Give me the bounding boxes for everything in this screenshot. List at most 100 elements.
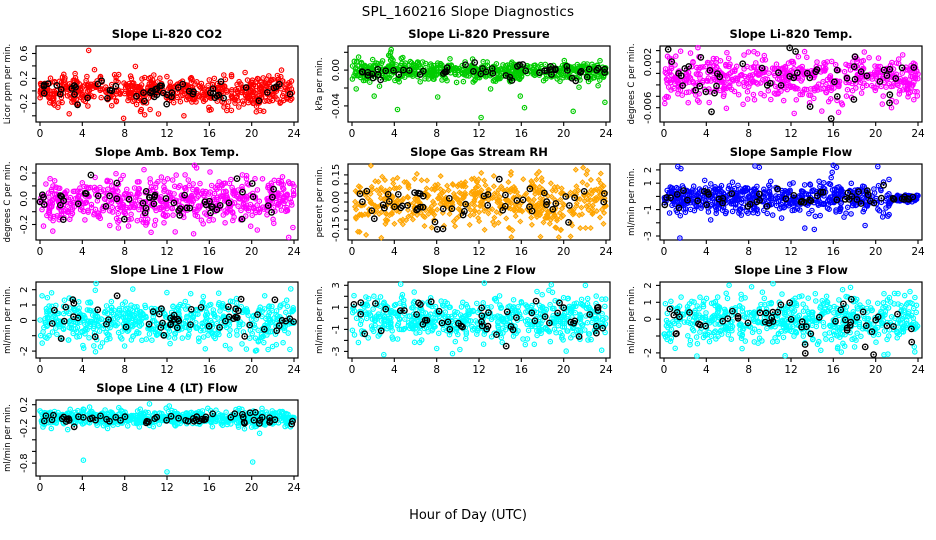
empty-cell [624, 380, 936, 498]
panel-title: Slope Amb. Box Temp. [94, 145, 240, 159]
x-tick-label: 4 [391, 246, 398, 258]
y-axis-label: percent per min. [315, 167, 325, 238]
overlay-points [36, 171, 277, 223]
x-tick-label: 4 [79, 482, 86, 494]
overlay-points [48, 292, 297, 342]
x-tick-label: 24 [911, 246, 925, 258]
x-tick-label: 24 [599, 246, 613, 258]
y-axis-label: kPa per min. [315, 57, 325, 110]
x-tick-label: 0 [349, 128, 356, 140]
x-tick-label: 20 [869, 128, 882, 140]
y-tick-label: -0.15 [331, 216, 342, 242]
panel-slope-gas-stream-rh: Slope Gas Stream RH 0 4 8 12 16 20 24 0.15 0.00 -0… [312, 144, 624, 262]
panel-title: Slope Line 1 Flow [110, 263, 224, 277]
x-tick-label: 4 [79, 128, 86, 140]
y-tick-label: -2 [643, 348, 654, 358]
panel-slope-sample-flow: Slope Sample Flow 0 4 8 12 16 20 24 2 1 -1 -3 ml/min… [624, 144, 936, 262]
panel-title: Slope Li-820 CO2 [111, 27, 223, 41]
x-tick-label: 16 [515, 364, 529, 376]
overlay-points [666, 295, 916, 359]
x-tick-label: 16 [827, 128, 841, 140]
y-axis-label: ml/min per min. [315, 286, 325, 354]
panel-slope-amb-box-temp: Slope Amb. Box Temp. 0 4 8 12 16 20 24 0.2 0.0 -0.… [0, 144, 312, 262]
scatter-plot-slope-li-820-pressure: 0 4 8 12 16 20 24 0.00 -0.04 kPa per min. [315, 45, 613, 140]
y-tick-label: 3 [331, 282, 342, 288]
scatter-plot-slope-gas-stream-rh: 0 4 8 12 16 20 24 0.15 0.00 -0.15 percent per min. [315, 162, 613, 258]
scatter-points [38, 162, 297, 241]
x-tick-label: 24 [911, 128, 925, 140]
x-tick-label: 8 [745, 364, 752, 376]
x-tick-label: 4 [391, 128, 398, 140]
panel-slope-li-820-co2: Slope Li-820 CO2 0 4 8 12 16 20 24 0.6 0.2 -0.2 Lic… [0, 26, 312, 144]
x-tick-label: 8 [745, 128, 752, 140]
y-axis-label: ml/min per min. [627, 286, 637, 354]
x-tick-label: 8 [745, 246, 752, 258]
panel-title: Slope Line 3 Flow [734, 263, 848, 277]
scatter-plot-slope-sample-flow: 0 4 8 12 16 20 24 2 1 -1 -3 ml/min per min. [627, 162, 925, 258]
x-tick-label: 20 [869, 246, 882, 258]
scatter-plot-slope-line-2-flow: 0 4 8 12 16 20 24 3 1 -1 -3 ml/min per min. [315, 280, 613, 376]
x-tick-label: 4 [79, 246, 86, 258]
x-tick-label: 12 [160, 364, 173, 376]
x-tick-label: 20 [245, 246, 258, 258]
scatter-plot-slope-line-4-lt-flow: 0 4 8 12 16 20 24 0.2 -0.2 -0.8 ml/min per min. [3, 397, 301, 494]
x-tick-label: 12 [784, 364, 797, 376]
y-tick-label: 1 [331, 304, 342, 310]
y-tick-label: -0.8 [19, 453, 30, 473]
y-axis-label: ml/min per min. [3, 286, 13, 354]
panel-title: Slope Gas Stream RH [410, 145, 548, 159]
y-axis-label: degrees C per min. [3, 161, 13, 242]
panel-slope-li-820-pressure: Slope Li-820 Pressure 0 4 8 12 16 20 24 0.00 -0.0… [312, 26, 624, 144]
y-tick-label: -1 [643, 205, 654, 215]
x-tick-label: 20 [869, 364, 882, 376]
scatter-plot-slope-li-820-temp: 0 4 8 12 16 20 24 0.002 -0.006 degrees C per min. [627, 43, 925, 140]
x-axis-label: Hour of Day (UTC) [409, 508, 527, 523]
x-tick-label: 24 [599, 364, 613, 376]
panel-title: Slope Li-820 Pressure [408, 27, 550, 41]
x-tick-label: 0 [37, 128, 44, 140]
panel-title: Slope Sample Flow [729, 145, 853, 159]
x-tick-label: 4 [703, 364, 710, 376]
y-tick-label: 2 [643, 167, 654, 173]
x-tick-label: 20 [557, 128, 570, 140]
x-tick-label: 12 [160, 482, 173, 494]
y-tick-label: 0.2 [19, 165, 30, 181]
y-axis-label: Licor ppm per min. [3, 44, 13, 125]
x-tick-label: 20 [245, 482, 258, 494]
x-tick-label: 8 [433, 364, 440, 376]
x-tick-label: 8 [433, 246, 440, 258]
x-tick-label: 16 [203, 364, 217, 376]
x-tick-label: 12 [784, 128, 797, 140]
x-tick-label: 8 [433, 128, 440, 140]
y-tick-label: 0 [19, 317, 30, 323]
y-tick-label: -3 [643, 231, 654, 241]
y-tick-label: 0.6 [19, 46, 30, 62]
x-tick-label: 24 [911, 364, 925, 376]
scatter-points [37, 401, 297, 475]
x-tick-label: 16 [827, 246, 841, 258]
y-tick-label: -1 [331, 324, 342, 334]
y-tick-label: 1 [19, 302, 30, 308]
x-tick-label: 12 [472, 246, 485, 258]
panel-slope-line-1-flow: Slope Line 1 Flow 0 4 8 12 16 20 24 2 1 0 -2 ml/min … [0, 262, 312, 380]
overlay-points [40, 408, 296, 431]
x-tick-label: 0 [661, 128, 668, 140]
x-tick-label: 8 [121, 364, 128, 376]
panel-grid: Slope Li-820 CO2 0 4 8 12 16 20 24 0.6 0.2 -0.2 Lic… [0, 26, 936, 498]
y-tick-label: 0.002 [643, 48, 654, 77]
empty-cell [312, 380, 624, 498]
y-tick-label: 1 [643, 299, 654, 305]
y-tick-label: -2 [19, 346, 30, 356]
panel-title: Slope Li-820 Temp. [729, 27, 853, 41]
panel-slope-li-820-temp: Slope Li-820 Temp. 0 4 8 12 16 20 24 0.002 -0.006… [624, 26, 936, 144]
y-tick-label: 2 [19, 287, 30, 293]
x-tick-label: 24 [287, 482, 301, 494]
x-tick-label: 0 [661, 246, 668, 258]
y-tick-label: 1 [643, 180, 654, 186]
scatter-plot-slope-li-820-co2: 0 4 8 12 16 20 24 0.6 0.2 -0.2 Licor ppm per min. [3, 44, 301, 140]
y-tick-label: -3 [331, 346, 342, 356]
x-tick-label: 16 [203, 246, 217, 258]
x-tick-label: 24 [287, 128, 301, 140]
y-tick-label: -0.006 [643, 92, 654, 124]
y-tick-label: -0.2 [19, 94, 30, 114]
